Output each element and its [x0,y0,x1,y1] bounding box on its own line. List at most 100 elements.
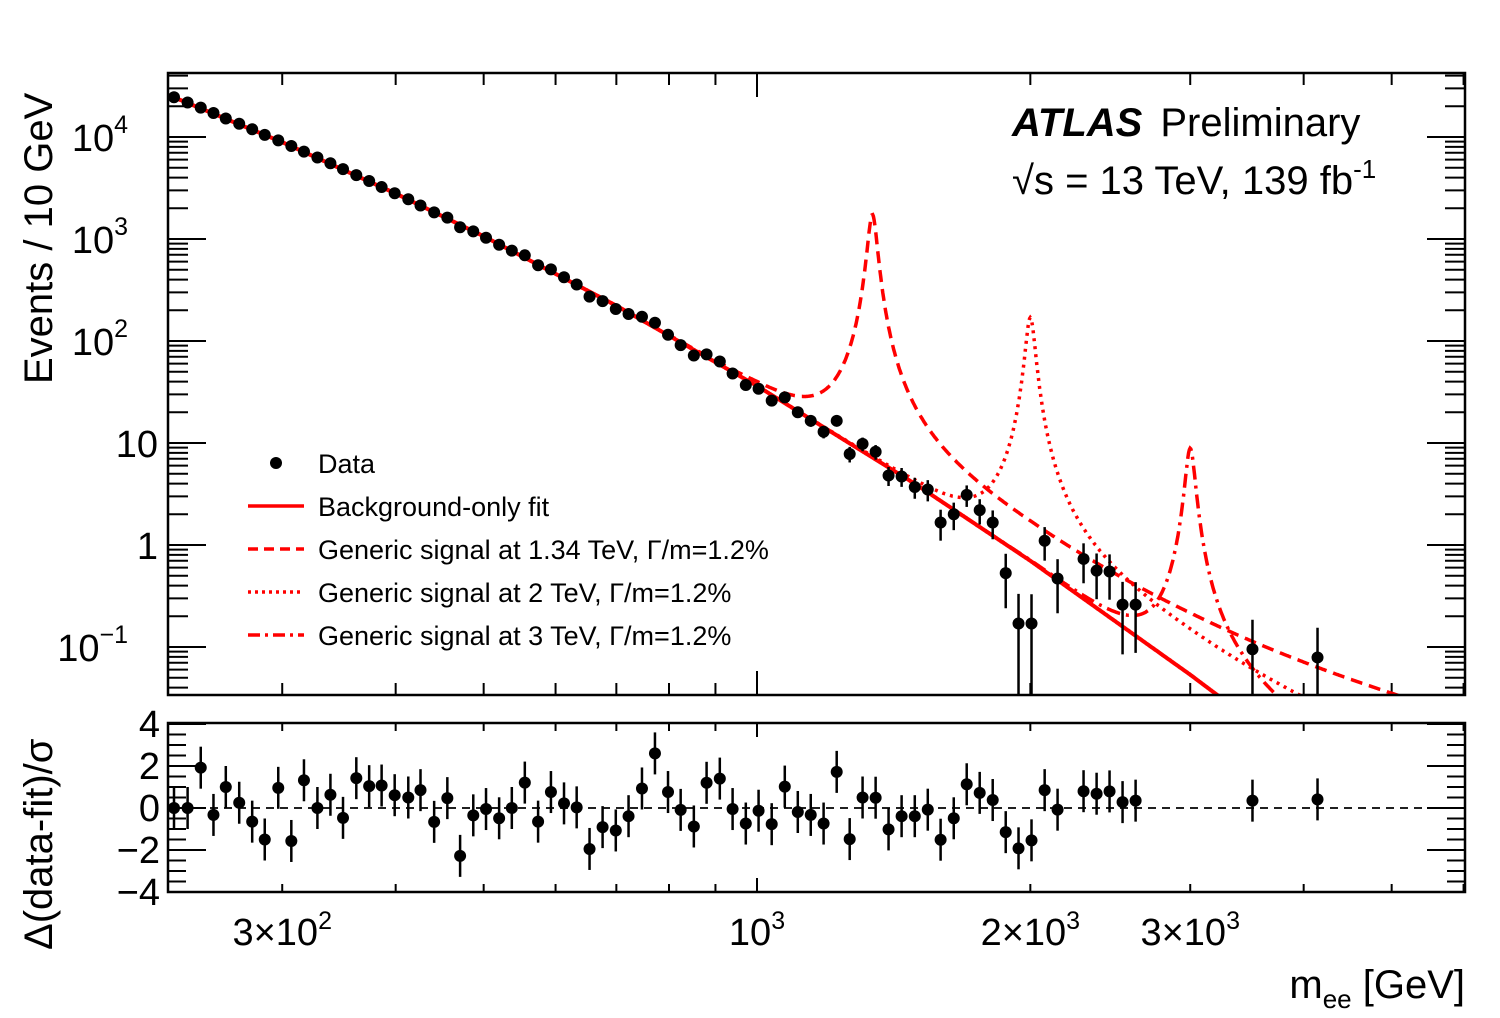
ratio-y-axis-label: Δ(data-fit)/σ [17,738,61,950]
pull-point [1025,834,1038,847]
data-point [441,211,454,224]
data-point [1129,598,1142,611]
tick-labels: 3×102 103 2×103 3×10310410310210110−1420−2−… [57,111,1240,954]
data-point [674,339,687,352]
x-tick-base: 10 [729,912,771,954]
data-point [947,508,960,521]
legend-label: Generic signal at 1.34 TeV, Γ/m=1.2% [318,535,769,565]
data-point [311,151,324,164]
pull-point [337,811,350,824]
data-point [388,187,401,200]
data-point [350,169,363,182]
data-point [1051,572,1064,585]
x-tick-base: 3×10 [1140,912,1226,954]
x-tick-exponent: 3 [1226,907,1240,935]
data-point [297,145,310,158]
data-point [480,231,493,244]
data-point [1038,534,1051,547]
legend-label: Generic signal at 2 TeV, Γ/m=1.2% [318,578,731,608]
axis-ticks [168,73,1465,893]
data-point [428,206,441,219]
pull-point [713,772,726,785]
y-tick-label: 104 [72,111,128,160]
data-point [1246,643,1259,656]
ratio-y-tick-label: 4 [139,704,160,746]
pull-point [622,810,635,823]
pull-point [973,786,986,799]
pull-point [895,810,908,823]
atlas-label: ATLAS Preliminary [1011,101,1360,145]
ratio-frame [166,721,1467,894]
data-point [532,259,545,272]
pull-point [467,809,480,822]
data-point [1090,564,1103,577]
data-point [246,123,259,136]
pull-point [778,780,791,793]
y-tick-base: 1 [137,526,158,568]
y-axis-label: Events / 10 GeV [17,92,61,384]
data-point [1116,598,1129,611]
data-point [558,271,571,284]
data-point [687,349,700,362]
data-point [830,414,843,427]
pull-point [947,812,960,825]
y-tick-base: 10 [72,220,114,262]
pull-point [258,833,271,846]
ratio-y-tick-label: 0 [139,788,160,830]
data-point [648,316,661,329]
pull-point [687,820,700,833]
data-point [960,488,973,501]
data-point [1103,565,1116,578]
pull-point [532,815,545,828]
pull-point [908,810,921,823]
data-point [518,249,531,262]
pull-point [726,803,739,816]
x-tick-label: 3×102 [232,907,332,954]
legend-label: Generic signal at 3 TeV, Γ/m=1.2% [318,621,731,651]
pull-point [375,779,388,792]
pull-point [856,791,869,804]
data-point [467,225,480,238]
data-point [999,567,1012,580]
data-point [765,394,778,407]
y-tick-label: 102 [72,315,128,364]
data-point [505,244,518,257]
y-tick-base: 10 [57,628,99,670]
energy-luminosity-label: √s = 13 TeV, 139 fb-1 [1012,154,1376,203]
data-point [168,91,181,104]
pull-point [1077,785,1090,798]
pull-point [454,849,467,862]
data-point [402,193,415,206]
pull-point [752,804,765,817]
data-point [454,221,467,234]
pull-point [583,842,596,855]
data-point [194,101,207,114]
pull-point [1038,784,1051,797]
pull-point [869,791,882,804]
pull-point [428,815,441,828]
data-point [622,307,635,320]
pull-point [246,815,259,828]
pull-point [207,808,220,821]
legend: Data Background-only fit Generic signal at… [248,449,769,651]
legend-label: Background-only fit [318,492,550,522]
data-point [375,181,388,194]
y-tick-label: 10−1 [57,621,128,670]
pull-point [843,833,856,846]
data-point [934,516,947,529]
pull-point [986,794,999,807]
data-point [219,112,232,125]
pull-point [635,782,648,795]
pull-point [1246,794,1259,807]
data-point [817,425,830,438]
data-point [1012,617,1025,630]
pull-point [596,821,609,834]
data-point [843,448,856,461]
data-point [635,310,648,323]
data-point [791,406,804,419]
pull-point [1012,842,1025,855]
pull-point [960,778,973,791]
x-tick-label: 3×103 [1140,907,1240,954]
data-point [570,278,583,291]
data-point [544,263,557,276]
